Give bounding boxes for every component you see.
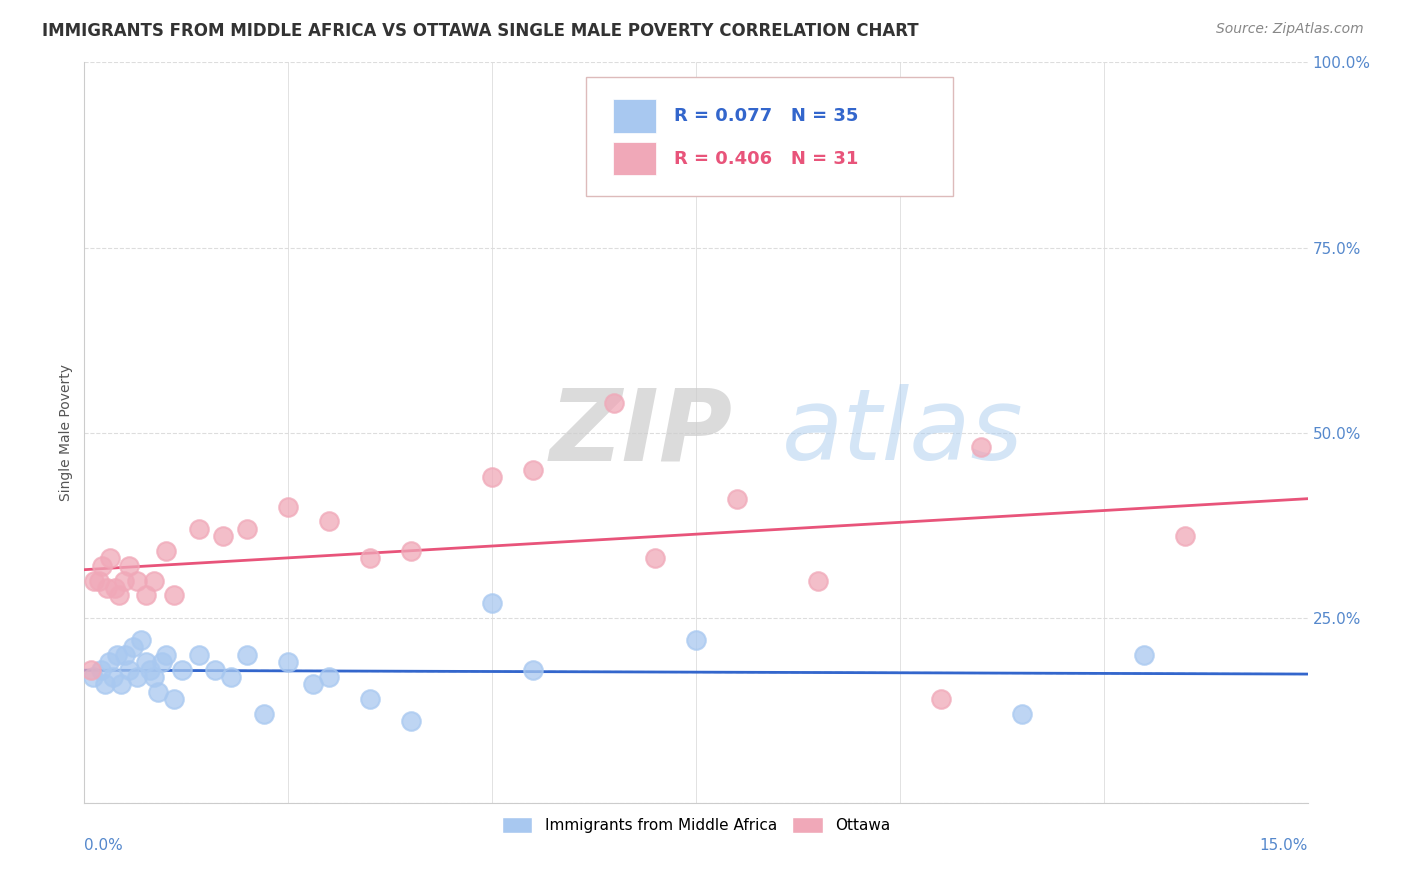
Point — [97, 655, 120, 669]
Point — [142, 574, 165, 588]
Text: 15.0%: 15.0% — [1260, 838, 1308, 853]
Point — [481, 470, 503, 484]
Point — [100, 551, 122, 566]
Point — [101, 670, 124, 684]
Legend: Immigrants from Middle Africa, Ottawa: Immigrants from Middle Africa, Ottawa — [496, 812, 896, 839]
Point — [212, 529, 235, 543]
FancyBboxPatch shape — [613, 99, 655, 133]
Point — [118, 558, 141, 573]
Y-axis label: Single Male Poverty: Single Male Poverty — [59, 364, 73, 501]
Point — [1174, 529, 1197, 543]
Point — [1011, 706, 1033, 721]
Point — [236, 648, 259, 662]
Point — [80, 663, 103, 677]
Point — [163, 692, 186, 706]
Point — [163, 589, 186, 603]
FancyBboxPatch shape — [613, 142, 655, 175]
Text: Source: ZipAtlas.com: Source: ZipAtlas.com — [1216, 22, 1364, 37]
Point — [112, 574, 135, 588]
Point — [105, 648, 128, 662]
Point — [970, 441, 993, 455]
Point — [236, 522, 259, 536]
Point — [277, 500, 299, 514]
Point — [807, 574, 830, 588]
Point — [118, 663, 141, 677]
Point — [82, 670, 104, 684]
Point — [318, 670, 340, 684]
Point — [110, 677, 132, 691]
Point — [522, 462, 544, 476]
Point — [146, 685, 169, 699]
Point — [318, 515, 340, 529]
Point — [644, 551, 666, 566]
Point — [359, 551, 381, 566]
Point — [481, 596, 503, 610]
Point — [685, 632, 707, 647]
Point — [725, 492, 748, 507]
FancyBboxPatch shape — [586, 78, 953, 195]
Point — [104, 581, 127, 595]
Point — [138, 663, 160, 677]
Text: R = 0.406   N = 31: R = 0.406 N = 31 — [673, 150, 858, 168]
Point — [107, 589, 129, 603]
Point — [277, 655, 299, 669]
Point — [359, 692, 381, 706]
Point — [90, 663, 112, 677]
Text: atlas: atlas — [782, 384, 1024, 481]
Point — [114, 648, 136, 662]
Point — [142, 670, 165, 684]
Point — [96, 581, 118, 595]
Point — [399, 714, 422, 729]
Point — [122, 640, 145, 655]
Point — [91, 558, 114, 573]
Point — [83, 574, 105, 588]
Text: IMMIGRANTS FROM MIDDLE AFRICA VS OTTAWA SINGLE MALE POVERTY CORRELATION CHART: IMMIGRANTS FROM MIDDLE AFRICA VS OTTAWA … — [42, 22, 918, 40]
Text: R = 0.077   N = 35: R = 0.077 N = 35 — [673, 108, 858, 126]
Text: ZIP: ZIP — [550, 384, 733, 481]
Point — [135, 589, 157, 603]
Point — [150, 655, 173, 669]
Point — [87, 574, 110, 588]
Point — [301, 677, 323, 691]
Point — [172, 663, 194, 677]
Point — [253, 706, 276, 721]
Point — [522, 663, 544, 677]
Point — [155, 544, 177, 558]
Point — [219, 670, 242, 684]
Text: 0.0%: 0.0% — [84, 838, 124, 853]
Point — [204, 663, 226, 677]
Point — [1133, 648, 1156, 662]
Point — [127, 574, 149, 588]
Point — [187, 648, 209, 662]
Point — [127, 670, 149, 684]
Point — [399, 544, 422, 558]
Point — [93, 677, 115, 691]
Point — [135, 655, 157, 669]
Point — [187, 522, 209, 536]
Point — [929, 692, 952, 706]
Point — [131, 632, 153, 647]
Point — [603, 396, 626, 410]
Point — [155, 648, 177, 662]
